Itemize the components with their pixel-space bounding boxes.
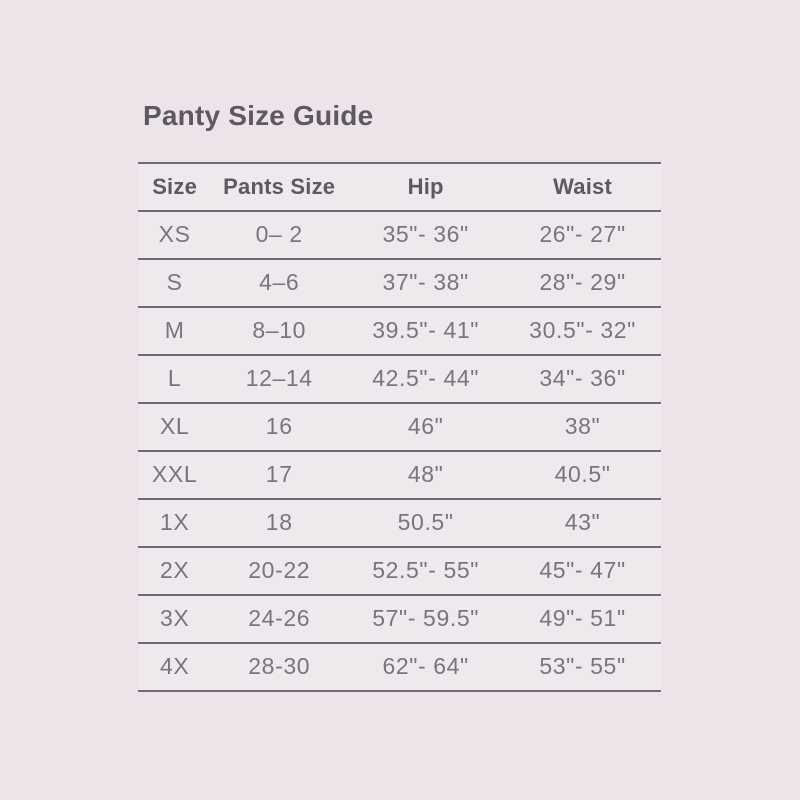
- table-cell: 39.5"- 41": [347, 306, 505, 356]
- table-cell: 8–10: [211, 306, 348, 356]
- table-cell: 1X: [138, 498, 212, 548]
- table-cell: XL: [138, 402, 212, 452]
- table-cell: 57"- 59.5": [347, 594, 505, 644]
- table-cell: 34"- 36": [504, 354, 661, 404]
- table-cell: XS: [138, 210, 212, 260]
- table-cell: L: [138, 354, 212, 404]
- table-cell: 28"- 29": [504, 258, 661, 308]
- table-row: 4X 28-30 62"- 64" 53"- 55": [138, 642, 661, 692]
- table-cell: 2X: [138, 546, 212, 596]
- column-header: Waist: [504, 162, 661, 212]
- table-cell: 62"- 64": [347, 642, 505, 692]
- size-guide-panel: Panty Size Guide Size Pants Size Hip Waist …: [138, 100, 661, 692]
- table-cell: 48": [347, 450, 505, 500]
- table-row: XXL 17 48" 40.5": [138, 450, 661, 500]
- column-header: Pants Size: [211, 162, 348, 212]
- table-cell: 49"- 51": [504, 594, 661, 644]
- table-cell: 28-30: [211, 642, 348, 692]
- table-row: XS 0– 2 35"- 36" 26"- 27": [138, 210, 661, 260]
- table-cell: 12–14: [211, 354, 348, 404]
- table-row: 2X 20-22 52.5"- 55" 45"- 47": [138, 546, 661, 596]
- table-row: 1X 18 50.5" 43": [138, 498, 661, 548]
- table-cell: M: [138, 306, 212, 356]
- table-cell: 24-26: [211, 594, 348, 644]
- table-row: L 12–14 42.5"- 44" 34"- 36": [138, 354, 661, 404]
- table-cell: 30.5"- 32": [504, 306, 661, 356]
- table-cell: 35"- 36": [347, 210, 505, 260]
- table-body: XS 0– 2 35"- 36" 26"- 27" S 4–6 37"- 38" 28"- 2…: [138, 210, 661, 692]
- table-cell: 45"- 47": [504, 546, 661, 596]
- column-header: Size: [138, 162, 212, 212]
- table-cell: 53"- 55": [504, 642, 661, 692]
- table-cell: 4–6: [211, 258, 348, 308]
- table-cell: S: [138, 258, 212, 308]
- table-cell: 42.5"- 44": [347, 354, 505, 404]
- table-cell: 37"- 38": [347, 258, 505, 308]
- table-cell: 4X: [138, 642, 212, 692]
- table-cell: 50.5": [347, 498, 505, 548]
- table-row: M 8–10 39.5"- 41" 30.5"- 32": [138, 306, 661, 356]
- table-cell: 52.5"- 55": [347, 546, 505, 596]
- column-header: Hip: [347, 162, 505, 212]
- table-cell: 38": [504, 402, 661, 452]
- table-row: 3X 24-26 57"- 59.5" 49"- 51": [138, 594, 661, 644]
- table-cell: 18: [211, 498, 348, 548]
- table-row: S 4–6 37"- 38" 28"- 29": [138, 258, 661, 308]
- table-row: XL 16 46" 38": [138, 402, 661, 452]
- table-cell: 3X: [138, 594, 212, 644]
- table-cell: 46": [347, 402, 505, 452]
- table-cell: 16: [211, 402, 348, 452]
- table-cell: 43": [504, 498, 661, 548]
- page-title: Panty Size Guide: [143, 100, 374, 131]
- table-cell: 40.5": [504, 450, 661, 500]
- table-cell: XXL: [138, 450, 212, 500]
- size-guide-table: Size Pants Size Hip Waist XS 0– 2 35"- 36" 26"…: [138, 161, 661, 692]
- table-cell: 20-22: [211, 546, 348, 596]
- table-cell: 26"- 27": [504, 210, 661, 260]
- header-row: Size Pants Size Hip Waist: [138, 162, 661, 212]
- table-cell: 0– 2: [211, 210, 348, 260]
- table-cell: 17: [211, 450, 348, 500]
